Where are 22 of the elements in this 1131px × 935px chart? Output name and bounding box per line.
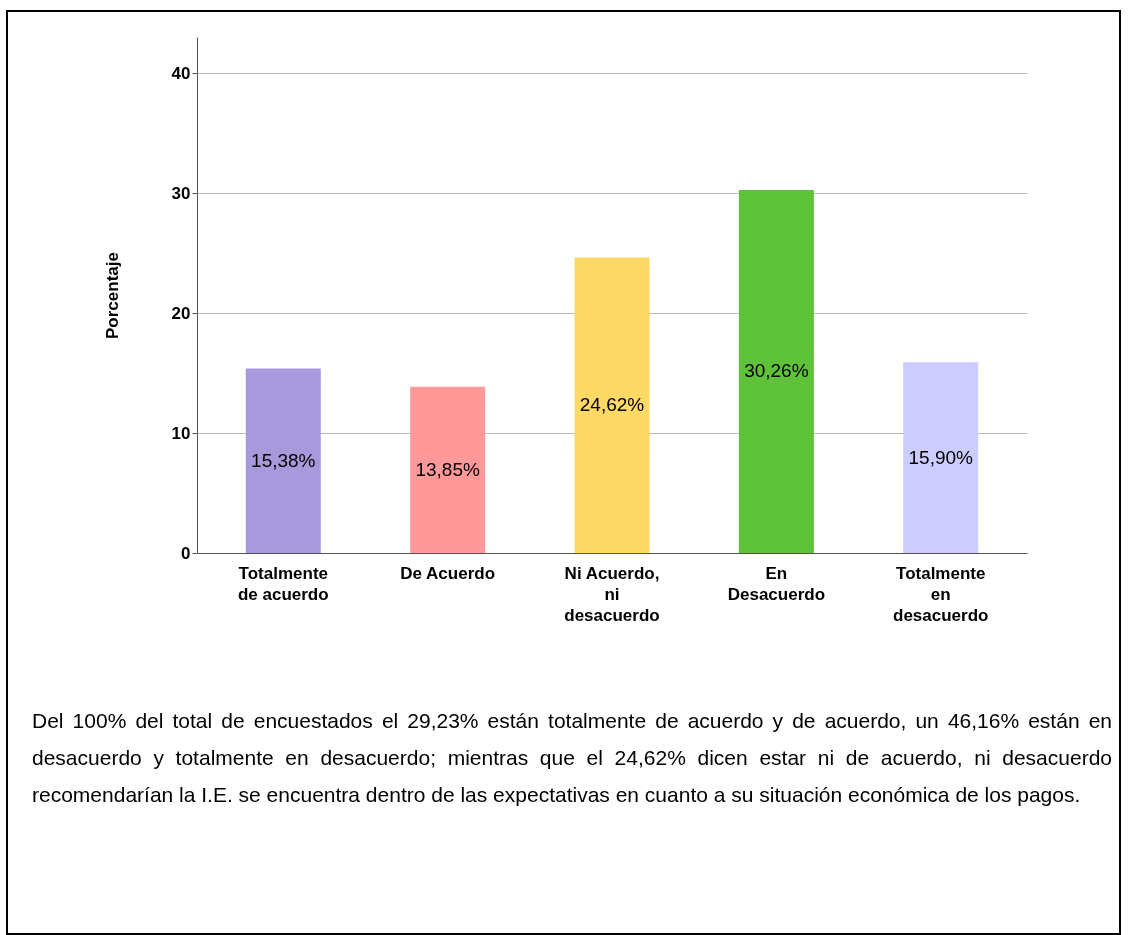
data-label: 13,85%	[415, 458, 480, 480]
bar	[738, 189, 814, 553]
bar	[903, 362, 979, 553]
x-tick-label: En Desacuerdo	[727, 563, 826, 604]
bar	[574, 257, 650, 553]
x-tick-label: De Acuerdo	[400, 563, 496, 583]
y-tick-label: 0	[181, 543, 191, 563]
x-tick-label: Ni Acuerdo, ni desacuerdo	[564, 563, 660, 625]
data-label: 30,26%	[744, 360, 809, 382]
bar	[245, 368, 321, 553]
y-tick-label: 30	[171, 183, 191, 203]
data-label: 15,90%	[908, 446, 974, 468]
text: Del 100% del total de encuestados el 29,23% están totalmente de acuerdo y de acuerdo, un 46,16% están en desacuerdo y totalmente en desacuerdo; mientras que el 24,62% dicen estar ni de acuerdo, ni desacuerdo recomendarían la I.E. se encuentra dentro de las expectativas en cuanto a su situación económica de los pagos.	[32, 708, 1112, 808]
y-tick-label: 20	[171, 303, 191, 323]
y-axis-title: Porcentaje	[102, 252, 122, 339]
data-label: 24,62%	[579, 394, 645, 416]
y-tick-label: 10	[171, 423, 191, 443]
y-tick-label: 40	[171, 63, 191, 83]
bar	[410, 386, 486, 553]
x-tick-label: Totalmente en desacuerdo	[892, 563, 989, 625]
x-tick-label: Totalmente de acuerdo	[237, 563, 329, 604]
data-label: 15,38%	[251, 449, 316, 471]
